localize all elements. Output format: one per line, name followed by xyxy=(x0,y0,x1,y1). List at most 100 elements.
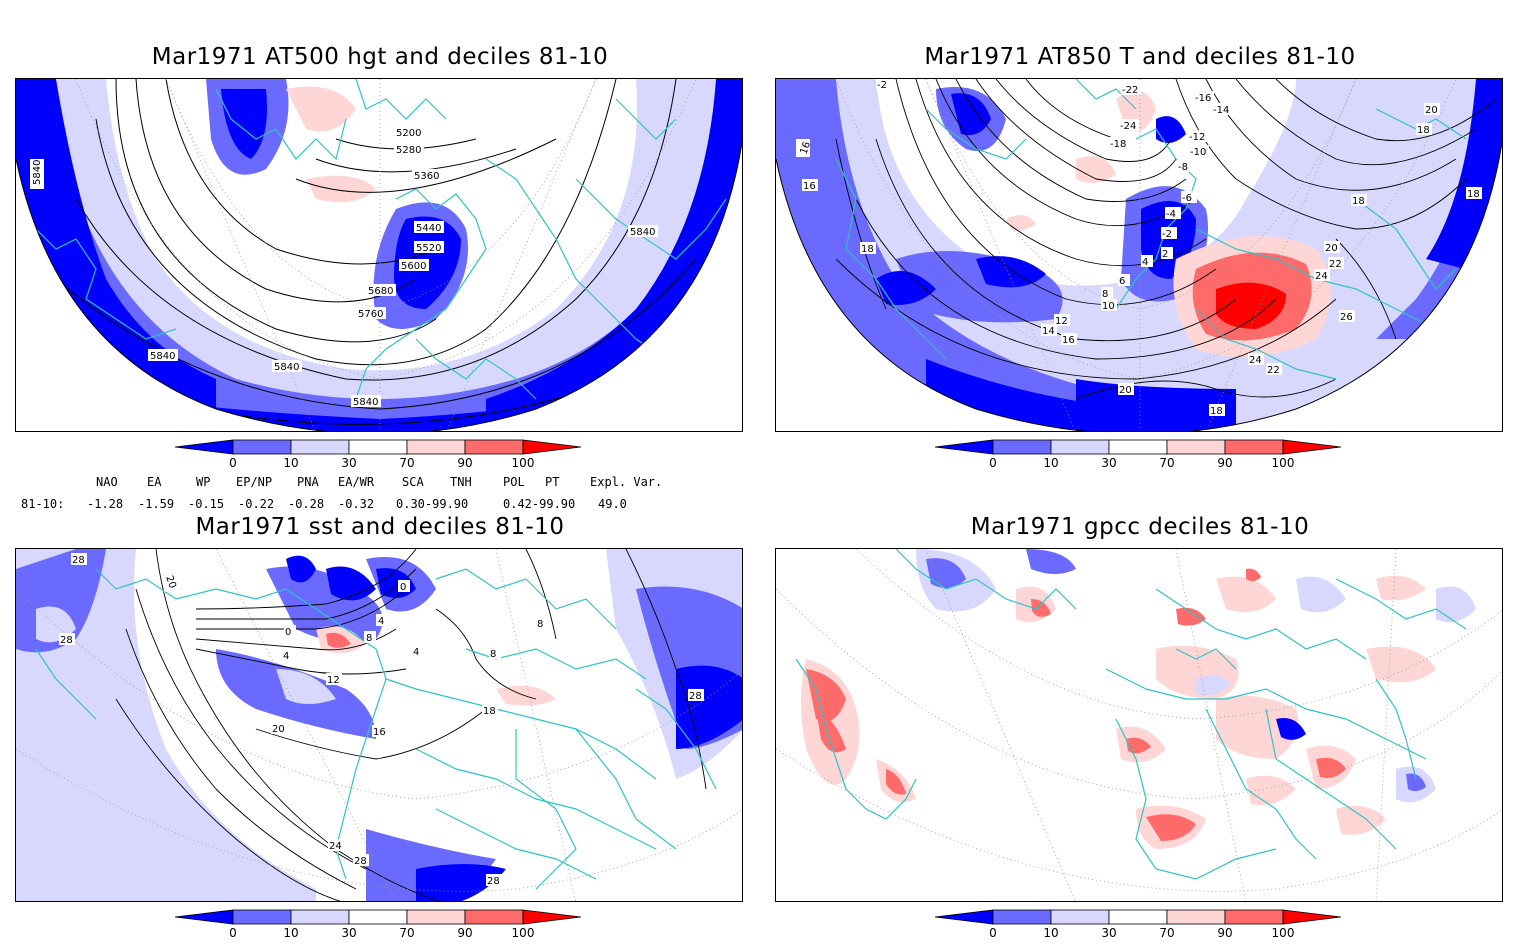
contour-label: 5840 xyxy=(628,225,658,238)
svg-text:0: 0 xyxy=(400,582,406,593)
contour-label: 6 xyxy=(1118,274,1130,287)
colorbar-tick-label: 0 xyxy=(229,456,237,470)
colorbar-tick-label: 0 xyxy=(229,926,237,940)
contour-label: 5280 xyxy=(394,143,424,156)
svg-text:18: 18 xyxy=(1467,189,1480,200)
colorbar-tick-label: 100 xyxy=(512,926,535,940)
colorbar-segment xyxy=(348,439,408,455)
map-panel-hgt500: 5200 5280 5360 5440 5520 5600 5680 5760 … xyxy=(15,78,743,432)
contour-label: 20 xyxy=(1324,241,1340,254)
contour-label: 5840 xyxy=(272,360,302,373)
colorbar-tick-label: 100 xyxy=(1272,926,1295,940)
contour-label: 5360 xyxy=(412,169,442,182)
contour-label: 0 xyxy=(398,580,410,593)
contour-label: 5840 xyxy=(30,159,44,189)
index-header-eawr: EA/WR xyxy=(338,475,375,489)
contour-label: 16 xyxy=(1061,333,1077,346)
svg-text:-2: -2 xyxy=(877,80,887,91)
index-row-label: 81-10: xyxy=(21,497,65,511)
contour-label: 0 xyxy=(284,625,296,638)
contour-label: 16 xyxy=(372,725,388,738)
colorbar-tick-label: 30 xyxy=(341,456,356,470)
index-header-tnh: TNH xyxy=(450,475,472,489)
colorbar-segment xyxy=(934,909,994,925)
svg-text:5840: 5840 xyxy=(630,227,655,238)
svg-text:5280: 5280 xyxy=(396,145,421,156)
svg-text:5840: 5840 xyxy=(274,362,299,373)
contour-label: 2 xyxy=(1161,247,1173,260)
contour-label: 12 xyxy=(326,673,342,686)
contour-label: 14 xyxy=(1041,324,1057,337)
svg-text:18: 18 xyxy=(861,244,874,255)
svg-text:5360: 5360 xyxy=(414,171,439,182)
svg-text:4: 4 xyxy=(1142,257,1148,268)
svg-text:18: 18 xyxy=(1352,196,1365,207)
colorbar-tick-label: 0 xyxy=(989,926,997,940)
colorbar-tick-label: 70 xyxy=(399,456,414,470)
colorbar-segment xyxy=(1050,909,1110,925)
contour-label: 22 xyxy=(1266,363,1282,376)
svg-text:28: 28 xyxy=(689,691,702,702)
svg-text:26: 26 xyxy=(1340,312,1353,323)
svg-text:12: 12 xyxy=(1055,316,1068,327)
colorbar-tick-label: 90 xyxy=(457,456,472,470)
contour-label: 18 xyxy=(1351,194,1367,207)
map-panel-sst: 28 28 20 0 4 8 12 16 20 24 28 28 18 8 4 … xyxy=(15,548,743,902)
svg-text:-6: -6 xyxy=(1182,193,1192,204)
svg-text:20: 20 xyxy=(163,574,178,590)
colorbar-segment xyxy=(1166,909,1226,925)
contour-label: 20 xyxy=(163,574,178,592)
svg-text:5520: 5520 xyxy=(416,243,441,254)
colorbar-tick-label: 30 xyxy=(341,926,356,940)
svg-text:4: 4 xyxy=(283,651,289,662)
svg-text:28: 28 xyxy=(354,856,367,867)
svg-text:-2: -2 xyxy=(1162,229,1172,240)
contour-label: -4 xyxy=(1165,207,1181,220)
colorbar-tick-label: 0 xyxy=(989,456,997,470)
svg-text:8: 8 xyxy=(537,619,543,630)
colorbar-segment xyxy=(1166,439,1226,455)
svg-text:18: 18 xyxy=(1417,125,1430,136)
svg-text:-18: -18 xyxy=(1110,139,1126,150)
svg-text:20: 20 xyxy=(1425,105,1438,116)
contour-label: 24 xyxy=(1248,353,1264,366)
contour-label: 20 xyxy=(1118,383,1134,396)
svg-text:16: 16 xyxy=(798,140,813,156)
index-header-pt: PT xyxy=(545,475,560,489)
contour-label: -18 xyxy=(1109,137,1129,150)
contour-label: 5520 xyxy=(414,241,444,254)
index-header-pol: POL xyxy=(503,475,525,489)
colorbar-segment xyxy=(174,439,234,455)
title-gpcc: Mar1971 gpcc deciles 81-10 xyxy=(970,514,1310,540)
colorbar-segment xyxy=(522,439,582,455)
colorbar-bottom-right: 0 10 30 70 90 100 xyxy=(930,908,1360,944)
colorbar-tick-label: 90 xyxy=(1217,456,1232,470)
colorbar-segment xyxy=(1108,909,1168,925)
colorbar-segment xyxy=(348,909,408,925)
title-t850: Mar1971 AT850 T and deciles 81-10 xyxy=(924,44,1356,70)
contour-label: 28 xyxy=(688,689,704,702)
svg-text:16: 16 xyxy=(373,727,386,738)
svg-text:5840: 5840 xyxy=(353,397,378,408)
svg-text:14: 14 xyxy=(1042,326,1055,337)
contour-label: -8 xyxy=(1177,160,1193,173)
contour-label: 5840 xyxy=(148,349,178,362)
index-header-pna: PNA xyxy=(297,475,319,489)
index-value-ea: -1.59 xyxy=(138,497,175,511)
index-value-pna: -0.28 xyxy=(288,497,325,511)
contour-label: 8 xyxy=(364,631,376,644)
colorbar-tick-label: 10 xyxy=(283,456,298,470)
index-header-explvar: Expl. Var. xyxy=(590,475,663,489)
colorbar-segment xyxy=(1224,439,1284,455)
colorbar-segment xyxy=(992,909,1052,925)
svg-text:4: 4 xyxy=(413,647,419,658)
svg-text:-22: -22 xyxy=(1122,85,1138,96)
svg-text:5440: 5440 xyxy=(416,223,441,234)
svg-text:0: 0 xyxy=(285,627,291,638)
svg-text:8: 8 xyxy=(490,649,496,660)
colorbar-tick-label: 10 xyxy=(1043,926,1058,940)
svg-text:28: 28 xyxy=(72,555,85,566)
contour-label: 5680 xyxy=(366,284,396,297)
svg-text:18: 18 xyxy=(1210,406,1223,417)
index-value-eawr: -0.32 xyxy=(338,497,375,511)
